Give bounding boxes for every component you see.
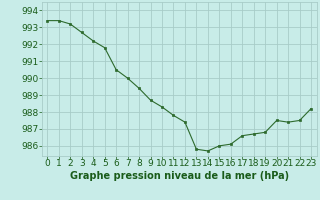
- X-axis label: Graphe pression niveau de la mer (hPa): Graphe pression niveau de la mer (hPa): [70, 171, 289, 181]
